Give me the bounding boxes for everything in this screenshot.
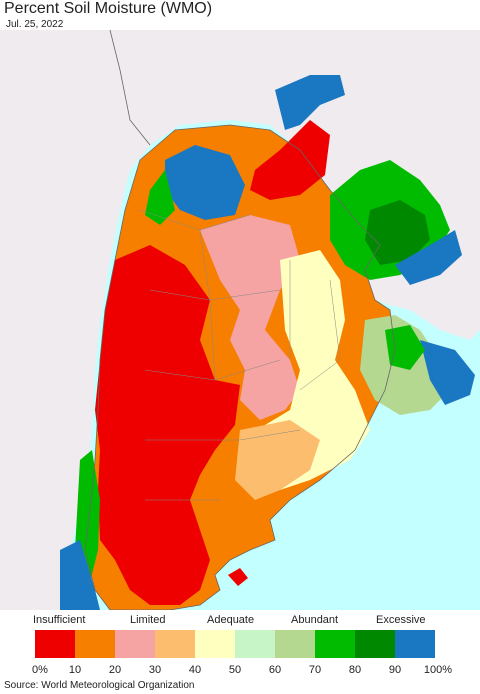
legend-tick: 10 [68, 664, 82, 676]
legend-color-bar [35, 630, 435, 658]
red-zone-west [95, 245, 240, 605]
province-lines [139, 209, 341, 501]
legend-category-excessive: Excessive [376, 614, 426, 626]
legend-tick: 20 [108, 664, 122, 676]
green-zone-nw [145, 170, 175, 225]
legend-category-insufficient: Insufficient [33, 614, 86, 626]
blue-zone-ne [395, 230, 462, 285]
legend-tick: 0% [32, 664, 48, 676]
legend-swatch [115, 630, 155, 658]
legend-tick: 60 [268, 664, 282, 676]
legend-category-abundant: Abundant [291, 614, 339, 626]
blue-zone-sw [60, 540, 100, 610]
red-zone-north [250, 120, 330, 200]
blue-zone-nw [165, 145, 245, 220]
map-title: Percent Soil Moisture (WMO) [4, 0, 213, 17]
legend-swatch [355, 630, 395, 658]
legend-tick: 40 [188, 664, 202, 676]
soil-moisture-map [0, 30, 480, 610]
legend-swatch [75, 630, 115, 658]
legend-tick: 70 [308, 664, 322, 676]
light-orange-zone [235, 420, 320, 500]
legend: Insufficient Limited Adequate Abundant E… [0, 612, 480, 676]
legend-tick: 80 [348, 664, 362, 676]
legend-tick: 50 [228, 664, 242, 676]
legend-swatch [195, 630, 235, 658]
legend-swatch [35, 630, 75, 658]
legend-swatch [275, 630, 315, 658]
source-credit: Source: World Meteorological Organizatio… [4, 680, 195, 691]
blue-zone-north [275, 75, 345, 130]
green-zone-east-2 [385, 325, 425, 370]
island-red [228, 568, 248, 586]
blue-zone-east [420, 340, 475, 405]
legend-tick: 100% [423, 664, 453, 676]
legend-swatch [395, 630, 435, 658]
map-date: Jul. 25, 2022 [6, 19, 64, 30]
legend-category-adequate: Adequate [207, 614, 255, 626]
legend-category-limited: Limited [130, 614, 166, 626]
legend-swatch [155, 630, 195, 658]
legend-tick: 90 [388, 664, 402, 676]
pink-zone [200, 215, 300, 420]
legend-swatch [315, 630, 355, 658]
chile-border [109, 30, 151, 146]
legend-tick: 30 [148, 664, 162, 676]
country-border [84, 124, 396, 610]
legend-swatch [235, 630, 275, 658]
dark-green-zone [365, 200, 430, 265]
